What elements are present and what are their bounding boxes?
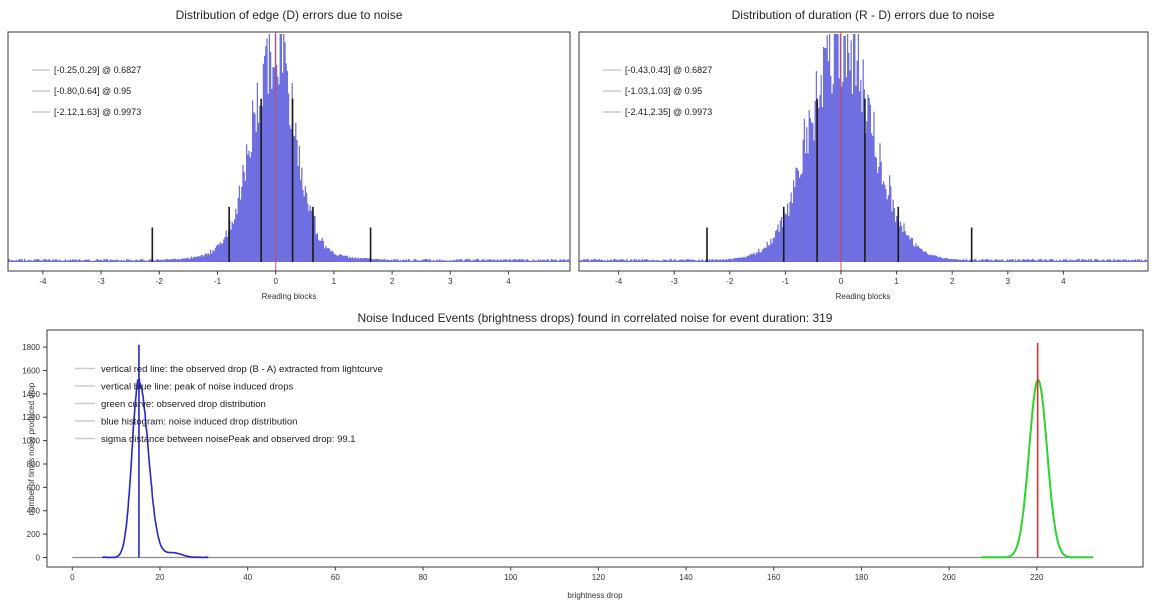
edge-errors-panel: Distribution of edge (D) errors due to n…	[7, 8, 571, 301]
duration-legend-item-0: [-0.43,0.43] @ 0.6827	[625, 65, 712, 75]
histogram-bars	[8, 34, 571, 262]
x-tick-label: 80	[419, 573, 428, 582]
noise-legend-item-0: vertical red line: the observed drop (B …	[101, 364, 383, 375]
blue-histogram-curve	[102, 378, 209, 559]
y-tick-label: 0	[36, 554, 41, 563]
x-tick-label: -1	[782, 277, 790, 286]
x-tick-label: 4	[1061, 277, 1066, 286]
noise-events-legend: vertical red line: the observed drop (B …	[101, 364, 383, 445]
y-tick-label: 400	[27, 507, 41, 516]
x-tick-label: 3	[448, 277, 453, 286]
x-tick-label: 200	[942, 573, 956, 582]
x-tick-label: 1	[332, 277, 337, 286]
edge-legend: [-0.25,0.29] @ 0.6827 [-0.80,0.64] @ 0.9…	[54, 65, 141, 117]
x-tick-label: -2	[726, 277, 734, 286]
noise-legend-item-2: green curve: observed drop distribution	[101, 399, 266, 410]
noise-events-title: Noise Induced Events (brightness drops) …	[358, 311, 833, 325]
duration-errors-panel: Distribution of duration (R - D) errors …	[578, 8, 1149, 301]
x-tick-label: -3	[98, 277, 106, 286]
noise-events-yaxis-label: number of times noise produced drop	[27, 382, 36, 515]
duration-legend-item-2: [-2.41,2.35] @ 0.9973	[625, 107, 712, 117]
y-tick-label: 1400	[22, 390, 40, 399]
y-tick-label: 1200	[22, 413, 40, 422]
y-tick-label: 800	[27, 460, 41, 469]
x-tick-label: 0	[839, 277, 844, 286]
x-tick-label: 120	[592, 573, 606, 582]
x-tick-label: 20	[156, 573, 165, 582]
noise-legend-item-3: blue histogram: noise induced drop distr…	[101, 417, 297, 428]
x-tick-label: 1	[894, 277, 899, 286]
duration-legend: [-0.43,0.43] @ 0.6827 [-1.03,1.03] @ 0.9…	[625, 65, 712, 117]
x-tick-label: 60	[331, 573, 340, 582]
x-tick-label: -1	[214, 277, 222, 286]
x-tick-label: 3	[1006, 277, 1011, 286]
edge-xaxis-label: Reading blocks	[262, 292, 317, 301]
duration-axes: -4 -3 -2 -1 0 1 2 3 4	[578, 31, 1149, 286]
x-tick-label: -3	[671, 277, 679, 286]
edge-panel-title: Distribution of edge (D) errors due to n…	[176, 8, 403, 22]
axes-spines	[578, 31, 1149, 272]
edge-legend-item-2: [-2.12,1.63] @ 0.9973	[54, 107, 141, 117]
y-tick-label: 1600	[22, 366, 40, 375]
histogram-bars	[579, 34, 1148, 262]
noise-events-xaxis-label: brightness drop	[567, 591, 623, 600]
noise-events-axes: 0 20 40 60 80 100 120 140 160 180 200 220 0 200 400 600…	[22, 329, 1144, 582]
noise-legend-item-4: sigma distance between noisePeak and obs…	[101, 434, 356, 445]
x-tick-label: 4	[506, 277, 511, 286]
y-tick-label: 200	[27, 530, 41, 539]
duration-legend-item-1: [-1.03,1.03] @ 0.95	[625, 86, 702, 96]
duration-panel-title: Distribution of duration (R - D) errors …	[732, 8, 995, 22]
edge-legend-item-1: [-0.80,0.64] @ 0.95	[54, 86, 131, 96]
x-tick-label: 40	[243, 573, 252, 582]
x-tick-label: 0	[70, 573, 75, 582]
x-tick-label: 2	[390, 277, 395, 286]
x-tick-label: 180	[855, 573, 869, 582]
y-tick-label: 1000	[22, 437, 40, 446]
x-tick-label: -4	[39, 277, 47, 286]
x-tick-label: 0	[273, 277, 278, 286]
noise-events-panel: Noise Induced Events (brightness drops) …	[22, 311, 1144, 600]
duration-xaxis-label: Reading blocks	[836, 292, 891, 301]
y-tick-label: 1800	[22, 343, 40, 352]
noise-legend-item-1: vertical blue line: peak of noise induce…	[101, 382, 293, 393]
edge-legend-item-0: [-0.25,0.29] @ 0.6827	[54, 65, 141, 75]
x-tick-label: 100	[504, 573, 518, 582]
x-tick-label: 160	[767, 573, 781, 582]
x-tick-label: 2	[950, 277, 955, 286]
axes-spines	[46, 329, 1144, 568]
edge-axes: -4 -3 -2 -1 0 1 2 3 4	[7, 31, 571, 286]
y-tick-label: 600	[27, 483, 41, 492]
x-tick-label: 220	[1030, 573, 1044, 582]
x-tick-label: -2	[156, 277, 164, 286]
x-tick-label: -4	[615, 277, 623, 286]
x-tick-label: 140	[679, 573, 693, 582]
axes-spines	[7, 31, 571, 272]
